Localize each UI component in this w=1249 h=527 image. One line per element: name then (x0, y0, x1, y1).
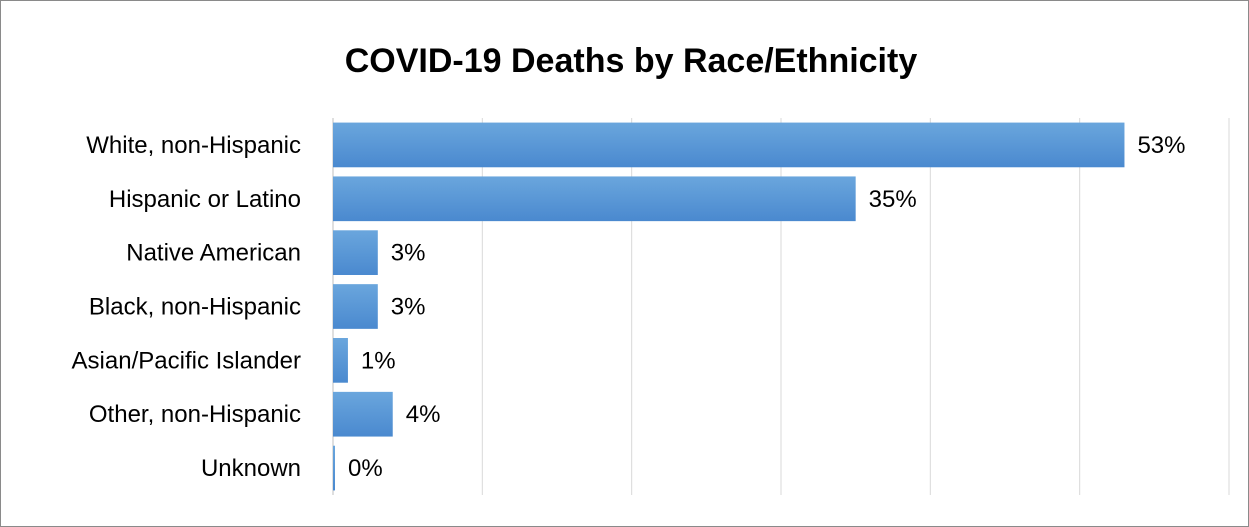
bars (333, 122, 1125, 491)
category-label: Black, non-Hispanic (89, 294, 301, 321)
category-label: Hispanic or Latino (109, 186, 301, 213)
bar (333, 122, 1125, 168)
data-label: 3% (391, 294, 426, 321)
value-labels: 53% 35% 3% 3% 1% 4% 0% (348, 132, 1186, 482)
bar (333, 284, 378, 329)
category-label: Native American (126, 240, 301, 267)
bar (333, 445, 335, 491)
data-label: 0% (348, 455, 383, 482)
bar (333, 230, 378, 275)
category-label: Other, non-Hispanic (89, 401, 301, 428)
chart-title: COVID-19 Deaths by Race/Ethnicity (345, 42, 918, 80)
category-labels: White, non-Hispanic Hispanic or Latino Nat… (72, 132, 301, 482)
data-label: 3% (391, 240, 426, 267)
bar (333, 176, 856, 222)
data-label: 53% (1137, 132, 1185, 159)
data-label: 35% (869, 186, 917, 213)
category-label: White, non-Hispanic (86, 132, 301, 159)
gridlines (332, 118, 1230, 495)
bar (333, 391, 393, 437)
data-label: 4% (406, 401, 441, 428)
bar (333, 338, 348, 383)
category-label: Asian/Pacific Islander (72, 347, 301, 374)
data-label: 1% (361, 347, 396, 374)
category-label: Unknown (201, 455, 301, 482)
